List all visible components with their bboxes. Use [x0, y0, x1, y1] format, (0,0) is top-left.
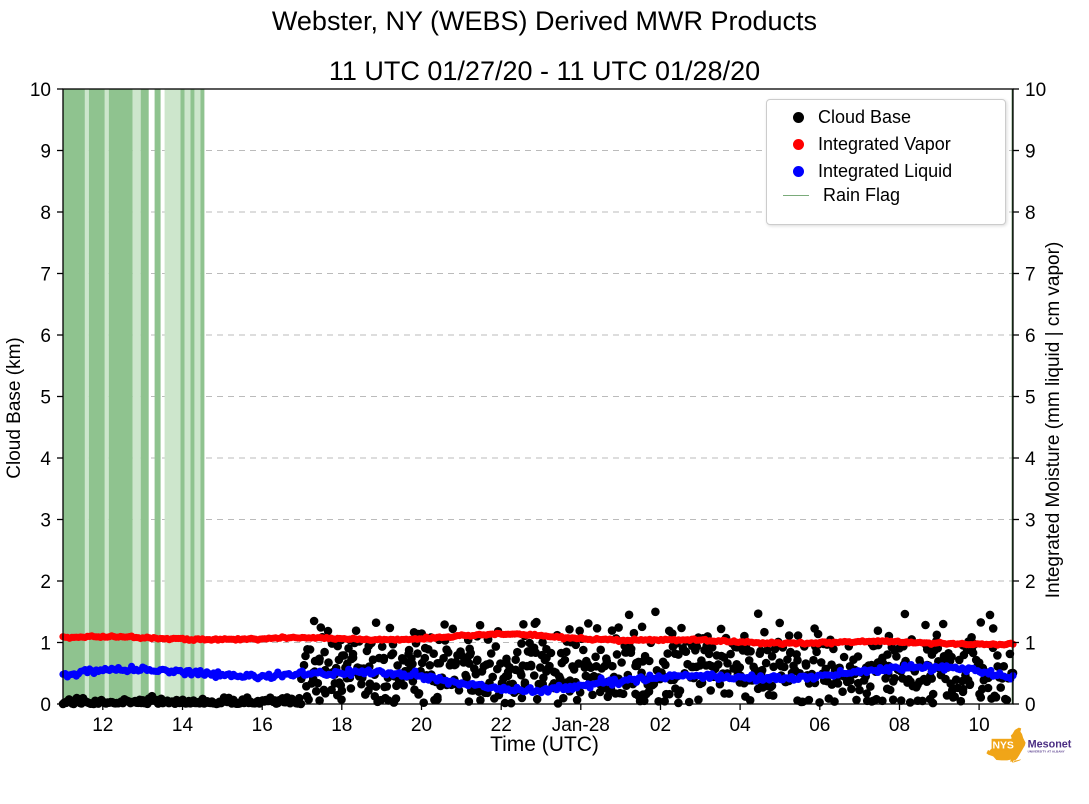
- svg-text:5: 5: [1025, 388, 1036, 409]
- svg-text:Mesonet: Mesonet: [1028, 739, 1072, 751]
- svg-text:6: 6: [40, 326, 51, 347]
- svg-text:NYS: NYS: [993, 740, 1014, 751]
- svg-text:2: 2: [40, 572, 51, 593]
- svg-text:2: 2: [1025, 572, 1036, 593]
- svg-text:0: 0: [1025, 695, 1036, 716]
- svg-text:10: 10: [1025, 80, 1046, 101]
- svg-text:8: 8: [40, 203, 51, 224]
- svg-text:4: 4: [1025, 449, 1036, 470]
- svg-text:10: 10: [30, 80, 51, 101]
- svg-text:1: 1: [1025, 634, 1036, 655]
- svg-text:3: 3: [40, 511, 51, 532]
- svg-text:3: 3: [1025, 511, 1036, 532]
- svg-text:9: 9: [1025, 142, 1036, 163]
- svg-text:0: 0: [40, 695, 51, 716]
- svg-text:UNIVERSITY AT ALBANY: UNIVERSITY AT ALBANY: [1028, 749, 1065, 753]
- svg-text:1: 1: [40, 634, 51, 655]
- svg-text:7: 7: [40, 265, 51, 286]
- svg-text:7: 7: [1025, 265, 1036, 286]
- svg-text:9: 9: [40, 142, 51, 163]
- svg-text:5: 5: [40, 388, 51, 409]
- svg-text:6: 6: [1025, 326, 1036, 347]
- svg-text:8: 8: [1025, 203, 1036, 224]
- svg-text:4: 4: [40, 449, 51, 470]
